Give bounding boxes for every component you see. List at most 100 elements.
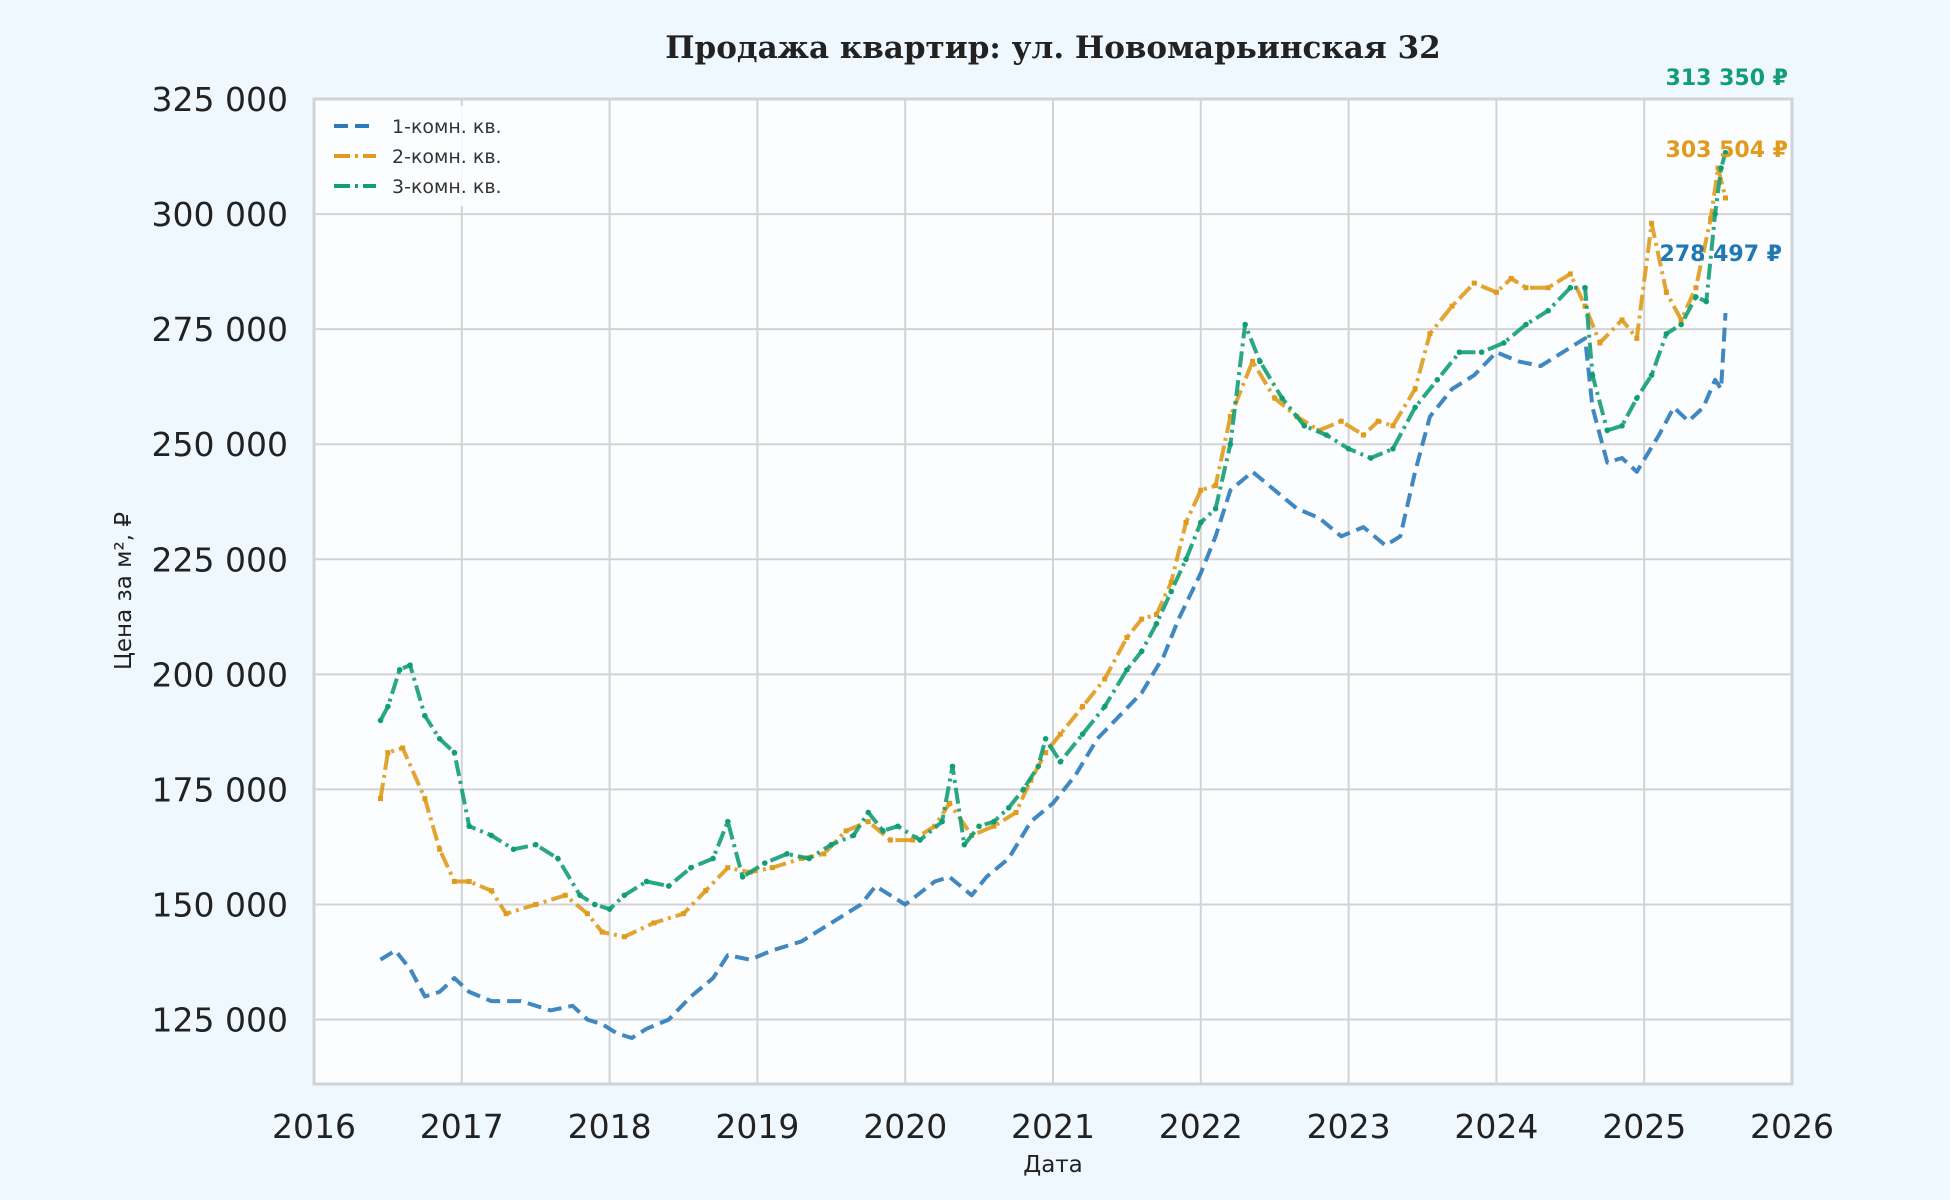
- data-point: [555, 855, 561, 862]
- data-point: [1663, 330, 1670, 337]
- data-point: [1678, 321, 1684, 328]
- data-point: [1703, 298, 1710, 305]
- data-point: [621, 934, 627, 940]
- data-point: [1213, 483, 1219, 489]
- x-tick-label: 2017: [420, 1107, 504, 1146]
- data-point: [1545, 307, 1551, 314]
- data-point: [1250, 358, 1256, 364]
- data-point: [1139, 616, 1145, 622]
- data-point: [725, 818, 731, 825]
- end-value-1room: 278 497 ₽: [1660, 242, 1782, 267]
- data-point: [1712, 211, 1718, 217]
- data-point: [1360, 432, 1366, 438]
- data-point: [1456, 349, 1463, 355]
- data-point: [895, 823, 901, 830]
- data-point: [385, 703, 391, 710]
- data-point: [703, 888, 709, 894]
- data-point: [769, 865, 775, 871]
- data-point: [1619, 317, 1625, 323]
- data-point: [1198, 519, 1204, 526]
- data-point: [1168, 588, 1175, 595]
- data-point: [510, 846, 517, 853]
- data-point: [1493, 289, 1499, 295]
- data-point: [1619, 422, 1625, 429]
- data-point: [949, 763, 956, 770]
- data-point: [1272, 395, 1278, 401]
- data-point: [1257, 358, 1263, 365]
- data-point: [1648, 372, 1655, 378]
- data-point: [643, 878, 650, 885]
- data-point: [1227, 441, 1234, 448]
- data-point: [1102, 676, 1108, 682]
- data-point: [806, 855, 812, 862]
- data-point: [1279, 395, 1285, 401]
- data-point: [917, 837, 923, 843]
- data-point: [1390, 423, 1396, 429]
- series-line-1room: [379, 312, 1728, 1040]
- data-point: [1604, 427, 1611, 434]
- data-point: [1124, 666, 1130, 673]
- data-point: [880, 828, 886, 834]
- data-point: [1693, 285, 1699, 291]
- data-point: [865, 809, 872, 816]
- y-tick-label: 175 000: [152, 770, 288, 809]
- data-point: [488, 888, 494, 894]
- data-point: [1301, 422, 1308, 429]
- data-point: [1323, 432, 1330, 438]
- data-point: [1042, 735, 1049, 742]
- x-axis-label: Дата: [1023, 1152, 1083, 1178]
- data-point: [437, 846, 443, 852]
- data-point: [1057, 759, 1064, 765]
- x-tick-label: 2026: [1750, 1107, 1834, 1146]
- data-point: [843, 828, 849, 834]
- tick-labels: 2016 2017 2018 2019 2020 2021 2022 2023 2024 2025…: [152, 80, 1834, 1146]
- data-point: [407, 662, 413, 668]
- data-point: [1718, 165, 1724, 171]
- data-point: [821, 851, 827, 857]
- data-point: [1345, 446, 1352, 452]
- x-tick-label: 2021: [1011, 1107, 1095, 1146]
- data-point: [725, 865, 731, 871]
- x-tick-label: 2024: [1454, 1107, 1538, 1146]
- x-tick-label: 2019: [715, 1107, 799, 1146]
- data-point: [991, 823, 997, 829]
- legend-label-2room: 2-комн. кв.: [392, 146, 502, 168]
- legend: 1-комн. кв. 2-комн. кв. 3-комн. кв.: [322, 106, 532, 206]
- data-point: [947, 800, 953, 806]
- data-point: [400, 745, 406, 751]
- data-point: [466, 823, 472, 830]
- legend-label-1room: 1-комн. кв.: [392, 116, 502, 138]
- data-point: [961, 841, 968, 848]
- x-tick-label: 2016: [272, 1107, 356, 1146]
- y-tick-label: 300 000: [152, 195, 288, 234]
- data-point: [488, 832, 495, 839]
- y-tick-label: 150 000: [152, 885, 288, 924]
- data-point: [562, 892, 568, 898]
- data-point: [887, 837, 893, 843]
- y-axis-label: Цена за м², ₽: [111, 512, 137, 670]
- data-point: [1545, 285, 1551, 291]
- data-point: [466, 878, 472, 884]
- data-point: [1043, 750, 1049, 756]
- data-point: [577, 892, 583, 899]
- data-point: [503, 911, 509, 917]
- data-point: [1035, 763, 1042, 770]
- data-point: [910, 837, 916, 843]
- series-line-2room: [378, 166, 1728, 939]
- data-point: [1242, 321, 1248, 328]
- data-point: [1678, 317, 1684, 323]
- data-point: [761, 860, 768, 866]
- data-point: [1634, 335, 1640, 341]
- data-point: [1183, 519, 1189, 525]
- data-point: [1449, 303, 1455, 309]
- data-point: [828, 841, 835, 848]
- x-tick-label: 2023: [1307, 1107, 1391, 1146]
- data-point: [1183, 556, 1189, 563]
- data-point: [976, 823, 982, 830]
- data-point: [1101, 703, 1108, 710]
- legend-label-3room: 3-комн. кв.: [392, 176, 502, 198]
- data-point: [710, 855, 716, 862]
- y-tick-label: 250 000: [152, 425, 288, 464]
- data-point: [1523, 285, 1529, 291]
